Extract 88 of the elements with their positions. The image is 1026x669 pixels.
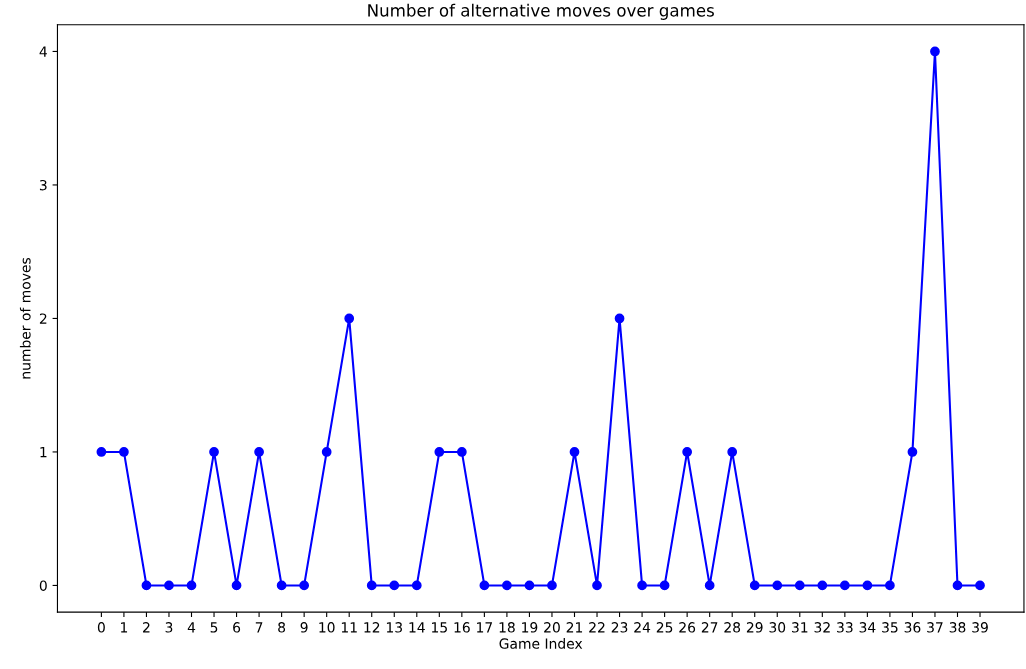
point [794,580,805,591]
x-tick-label: 30 [769,622,786,633]
point [682,447,693,457]
x-tick-label: 35 [882,622,898,633]
point [276,580,287,591]
point [907,447,918,457]
x-tick-label: 5 [210,622,218,633]
point [186,580,197,591]
x-tick-label: 3 [165,622,173,633]
point [727,447,738,457]
y-axis-title: number of moves [19,257,31,379]
point [952,580,963,591]
point [547,580,557,591]
point [569,447,580,457]
point [299,580,310,591]
y-tick-label: 4 [39,46,47,57]
point [772,580,783,591]
x-tick-label: 1 [121,622,128,633]
point [862,580,873,591]
point [96,447,107,457]
x-tick-label: 33 [837,622,853,633]
chart-title: Number of alternative moves over games [368,3,714,20]
point [456,447,467,457]
x-tick-label: 20 [544,622,560,633]
point [366,580,377,591]
point [479,580,490,591]
x-tick-label: 39 [972,622,988,633]
x-tick-label: 17 [477,622,493,633]
x-tick-label: 12 [364,622,380,633]
x-tick-label: 11 [341,622,357,633]
x-axis-title: Game Index [499,638,583,649]
x-tick-label: 8 [278,622,286,633]
x-tick-label: 6 [233,622,241,633]
point [749,580,760,591]
x-tick-label: 22 [589,622,605,633]
point [975,580,985,591]
x-tick-label: 32 [814,622,830,633]
point [119,447,129,457]
point [592,580,602,591]
x-tick-label: 15 [432,622,447,633]
x-tick-label: 36 [904,622,921,633]
x-tick-label: 7 [255,622,263,633]
y-tick-label: 2 [39,313,47,324]
x-tick-label: 19 [522,622,538,633]
x-tick-label: 18 [499,622,515,633]
x-tick-label: 4 [187,622,196,633]
x-tick-label: 28 [724,622,741,633]
x-tick-label: 23 [611,622,628,633]
x-tick-label: 27 [701,622,718,633]
x-tick-label: 9 [300,622,308,633]
x-tick-label: 37 [927,622,943,633]
x-tick-label: 10 [319,622,335,633]
point [524,580,535,591]
point [839,580,850,591]
point [164,580,174,591]
y-tick-label: 3 [39,179,47,191]
x-tick-label: 21 [566,622,583,633]
point [344,313,355,324]
x-tick-label: 16 [454,622,470,633]
x-tick-label: 13 [386,622,402,633]
x-tick-label: 0 [97,622,105,633]
x-tick-label: 14 [409,622,425,633]
x-tick-label: 26 [679,622,696,633]
point [817,580,828,591]
point [141,580,152,591]
point [704,580,715,591]
point [885,580,895,591]
point [434,447,445,457]
point [209,447,219,457]
point [231,580,242,591]
point [389,580,400,591]
x-tick-label: 31 [792,622,808,633]
x-tick-label: 34 [859,622,876,633]
x-tick-label: 24 [634,622,651,633]
y-tick-label: 0 [39,580,47,591]
x-tick-label: 2 [143,622,150,633]
x-tick-label: 29 [746,622,763,633]
point [659,580,670,591]
point [614,313,625,324]
x-tick-label: 38 [949,622,966,633]
point [637,580,647,591]
point [930,46,940,57]
point [321,447,332,457]
y-tick-label: 1 [40,447,47,458]
point [502,580,512,591]
point [411,580,422,591]
x-tick-label: 25 [656,622,673,633]
point [254,447,264,457]
